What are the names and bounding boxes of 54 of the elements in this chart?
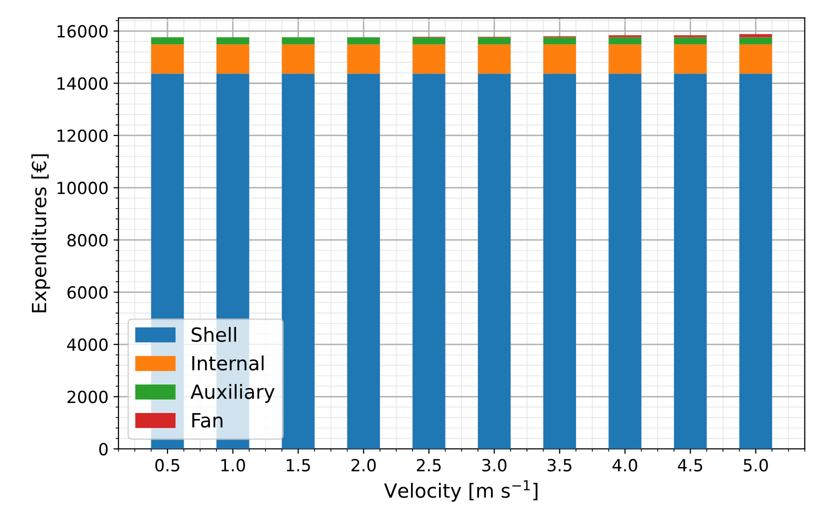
bar [543, 44, 576, 74]
x-tick-label: 3.5 [548, 458, 572, 472]
bar [543, 74, 576, 449]
legend-label: Internal [192, 355, 264, 371]
bar [674, 37, 707, 44]
x-tick-label: 3.0 [482, 458, 506, 472]
x-tick-label: 5.0 [744, 458, 768, 472]
y-tick-label: 0 [99, 442, 108, 456]
legend-label: Shell [192, 326, 236, 342]
y-axis-title: Expenditures [€] [31, 154, 50, 312]
bar [151, 44, 184, 74]
bar [412, 37, 446, 44]
bar [739, 37, 772, 44]
bar [412, 44, 446, 74]
bar [608, 44, 642, 74]
bar [543, 37, 576, 44]
x-tick-label: 4.0 [612, 458, 638, 472]
y-tick-label: 6000 [67, 286, 108, 299]
bar [478, 37, 511, 44]
legend-label: Auxiliary [190, 384, 275, 403]
bar [282, 44, 315, 74]
x-tick-label: 1.5 [286, 459, 310, 472]
bar [216, 37, 250, 44]
bar [608, 74, 642, 449]
x-tick-label: 1.0 [221, 458, 245, 472]
bar [478, 44, 511, 74]
bar [347, 74, 380, 449]
bar [347, 37, 380, 44]
y-tick-label: 2000 [68, 390, 108, 404]
bar [739, 44, 772, 74]
bar [282, 74, 315, 449]
y-tick-label: 8000 [67, 234, 108, 247]
x-axis-title: Velocity [m s$^{−1}$] [384, 480, 538, 502]
bar [674, 44, 707, 74]
x-tick-label: 0.5 [155, 458, 180, 472]
bar [739, 74, 772, 449]
bar [151, 37, 184, 44]
y-tick-label: 16000 [58, 24, 108, 38]
x-tick-label: 4.5 [678, 459, 702, 472]
x-tick-label: 2.0 [352, 458, 376, 472]
bar [739, 34, 772, 38]
x-tick-label: 2.5 [416, 458, 441, 472]
y-tick-label: 4000 [67, 338, 108, 351]
bar [412, 74, 446, 449]
y-tick-label: 14000 [58, 77, 108, 90]
y-tick-label: 10000 [58, 182, 108, 194]
bar [674, 74, 707, 449]
bar [347, 44, 380, 74]
bar [478, 74, 511, 449]
bar [282, 37, 315, 44]
y-tick-label: 12000 [58, 129, 108, 142]
bar [216, 44, 250, 74]
legend-label: Fan [192, 413, 222, 428]
bar [608, 37, 642, 44]
